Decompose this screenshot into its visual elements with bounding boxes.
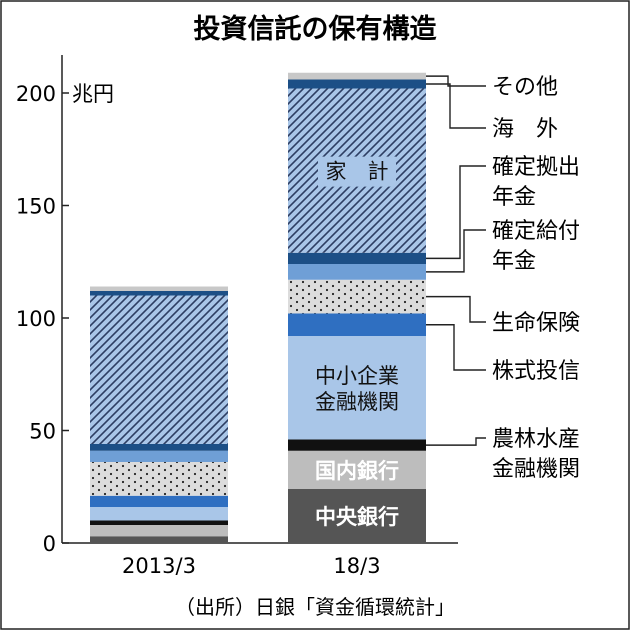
legend-label-0-0: その他 <box>492 75 558 100</box>
legend-label-3-1: 年金 <box>492 249 536 274</box>
leader-line-2 <box>426 165 486 260</box>
source-note: （出所）日銀「資金循環統計」 <box>175 595 455 619</box>
bar-1-seg-2 <box>288 439 426 451</box>
in-bar-label-e4b8ade5a4aee98a80e8a18c-0: 中央銀行 <box>315 505 399 529</box>
legend-label-6-1: 金融機関 <box>492 457 580 482</box>
bar-0-seg-10 <box>90 286 228 291</box>
bar-0-seg-3 <box>90 507 228 521</box>
bars <box>90 72 426 543</box>
bar-0-seg-9 <box>90 291 228 296</box>
legend-label-3-0: 確定給付 <box>492 219 580 244</box>
bar-1-seg-9 <box>288 79 426 89</box>
bar-1-seg-5 <box>288 279 426 314</box>
legend-label-2-0: 確定拠出 <box>492 155 580 180</box>
bar-1-seg-1 <box>288 450 426 489</box>
y-tick-label-150: 150 <box>16 195 56 219</box>
bar-0-seg-5 <box>90 462 228 496</box>
bar-0-seg-7 <box>90 444 228 451</box>
label-bg-0 <box>318 156 396 187</box>
bar-0-seg-4 <box>90 495 228 507</box>
in-bar-label-e59bbde58685e98a80e8a18c-0: 国内銀行 <box>315 459 399 483</box>
bar-1-seg-4 <box>288 313 426 336</box>
legend-label-2-1: 年金 <box>492 185 536 210</box>
y-tick-label-0: 0 <box>43 532 56 556</box>
legend-label-4-0: 生命保険 <box>492 311 580 336</box>
legend-label-5-0: 株式投信 <box>492 359 580 384</box>
leader-line-1 <box>426 83 486 129</box>
bar-0-seg-1 <box>90 525 228 537</box>
leader-line-4 <box>426 295 486 323</box>
leader-line-6 <box>426 437 486 446</box>
bar-1-seg-6 <box>288 264 426 280</box>
bar-0-seg-6 <box>90 450 228 462</box>
in-bar-label-e4b8ade5b08fe4bc81e6a5ad-1: 金融機関 <box>315 390 399 414</box>
bar-0-seg-2 <box>90 520 228 525</box>
in-bar-label-e4b8ade5b08fe4bc81e6a5ad-0: 中小企業 <box>315 364 399 388</box>
bar-1-seg-7 <box>288 252 426 264</box>
leader-line-0 <box>426 75 486 87</box>
y-tick-label-200: 200 <box>16 82 56 106</box>
bar-0-seg-8 <box>90 295 228 444</box>
leader-line-5 <box>426 324 486 371</box>
y-tick-label-100: 100 <box>16 307 56 331</box>
bar-1-seg-0 <box>288 489 426 543</box>
y-unit-label: 兆円 <box>72 82 114 106</box>
y-axis: 0 50 100 150 200 兆円 2013/3 18/3 <box>16 55 458 578</box>
chart-title: 投資信託の保有構造 <box>194 13 437 45</box>
bar-1-seg-3 <box>288 336 426 440</box>
leader-line-3 <box>426 229 486 273</box>
legend-label-1-0: 海 外 <box>492 117 558 142</box>
in-bar-label-e5aeb6e8a888-0: 家 計 <box>326 160 389 184</box>
x-tick-label-1: 18/3 <box>333 554 380 578</box>
x-tick-label-0: 2013/3 <box>122 554 196 578</box>
bar-1-seg-10 <box>288 72 426 80</box>
bar-0-seg-0 <box>90 536 228 543</box>
legend-label-6-0: 農林水産 <box>492 427 580 452</box>
y-tick-label-50: 50 <box>29 420 56 444</box>
